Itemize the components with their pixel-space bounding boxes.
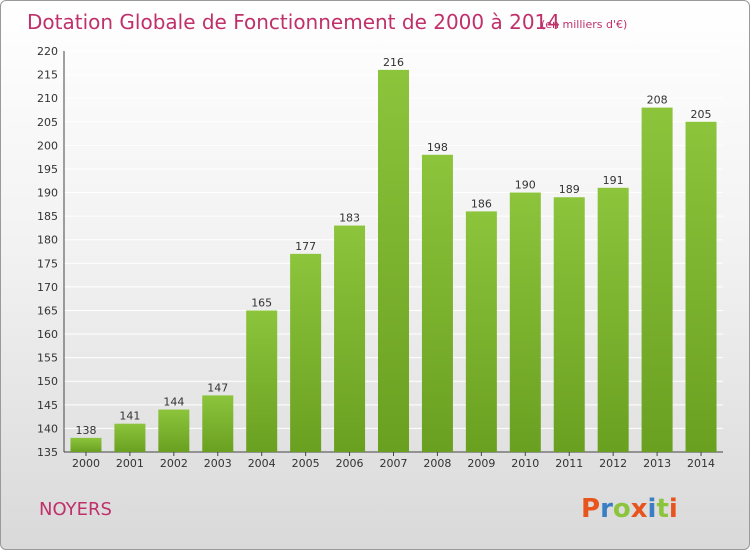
y-tick-label: 170	[37, 281, 58, 294]
x-tick-label: 2006	[336, 457, 364, 470]
value-label: 191	[603, 174, 624, 187]
y-tick-label: 205	[37, 116, 58, 129]
bar	[70, 437, 102, 452]
y-tick-label: 175	[37, 257, 58, 270]
x-tick-label: 2005	[292, 457, 320, 470]
bar	[465, 211, 497, 452]
value-label: 208	[647, 94, 668, 107]
x-tick-label: 2012	[599, 457, 627, 470]
x-tick-label: 2004	[248, 457, 276, 470]
x-tick-label: 2014	[687, 457, 715, 470]
proxiti-logo: Proxiti	[581, 494, 678, 524]
bar	[114, 423, 146, 452]
y-tick-label: 155	[37, 352, 58, 365]
y-tick-label: 195	[37, 163, 58, 176]
bar	[246, 310, 278, 452]
bar	[553, 197, 585, 452]
value-label: 183	[339, 212, 360, 225]
y-tick-label: 140	[37, 422, 58, 435]
y-tick-label: 200	[37, 139, 58, 152]
bar	[421, 154, 453, 452]
y-tick-label: 215	[37, 69, 58, 82]
chart-subtitle: (en milliers d'€)	[541, 18, 627, 31]
y-tick-label: 135	[37, 446, 58, 459]
logo-letter: i	[648, 494, 657, 524]
logo-letter: i	[669, 494, 678, 524]
value-label: 189	[559, 183, 580, 196]
bars	[70, 69, 717, 453]
bar	[290, 253, 322, 452]
value-label: 147	[207, 381, 228, 394]
value-label: 198	[427, 141, 448, 154]
logo-letter: x	[631, 494, 648, 524]
value-label: 216	[383, 56, 404, 69]
bar	[685, 121, 717, 452]
value-label: 205	[691, 108, 712, 121]
value-label: 141	[119, 410, 140, 423]
logo-letter: r	[600, 494, 613, 524]
value-label: 186	[471, 197, 492, 210]
y-tick-label: 185	[37, 210, 58, 223]
x-tick-label: 2008	[423, 457, 451, 470]
x-tick-label: 2009	[467, 457, 495, 470]
y-tick-labels: 135 140 145 150 155 160 165 170 175 180 185 190 195 2…	[37, 45, 58, 459]
bar	[378, 69, 409, 452]
y-tick-label: 210	[37, 92, 58, 105]
value-label: 144	[163, 396, 184, 409]
x-tick-labels: 2000 2001 2002 2003 2004 2005 2006 2007 2008 2009…	[72, 452, 715, 470]
x-tick-label: 2001	[116, 457, 144, 470]
value-label: 165	[251, 296, 272, 309]
x-tick-label: 2010	[511, 457, 539, 470]
chart-title: Dotation Globale de Fonctionnement de 20…	[27, 10, 560, 34]
value-label: 177	[295, 240, 316, 253]
x-tick-label: 2002	[160, 457, 188, 470]
y-tick-label: 165	[37, 304, 58, 317]
bar	[334, 225, 366, 452]
value-label: 138	[75, 424, 96, 437]
logo-letter: t	[656, 494, 668, 524]
value-labels: 138 141 144 147 165 177 183 216 198 186 190 189 191 2…	[75, 56, 711, 437]
y-tick-label: 180	[37, 234, 58, 247]
bar	[509, 192, 541, 452]
bar	[641, 107, 673, 453]
logo-letter: o	[613, 494, 631, 524]
x-tick-label: 2000	[72, 457, 100, 470]
bar	[158, 409, 190, 452]
bar	[597, 187, 629, 452]
y-tick-label: 160	[37, 328, 58, 341]
bar	[202, 395, 234, 452]
x-tick-label: 2011	[555, 457, 583, 470]
y-tick-label: 190	[37, 187, 58, 200]
y-tick-label: 220	[37, 45, 58, 58]
value-label: 190	[515, 179, 536, 192]
x-tick-label: 2013	[643, 457, 671, 470]
logo-letter: P	[581, 494, 600, 524]
y-tick-label: 145	[37, 399, 58, 412]
x-tick-label: 2007	[380, 457, 408, 470]
x-tick-label: 2003	[204, 457, 232, 470]
commune-name: NOYERS	[39, 499, 112, 520]
y-tick-label: 150	[37, 375, 58, 388]
